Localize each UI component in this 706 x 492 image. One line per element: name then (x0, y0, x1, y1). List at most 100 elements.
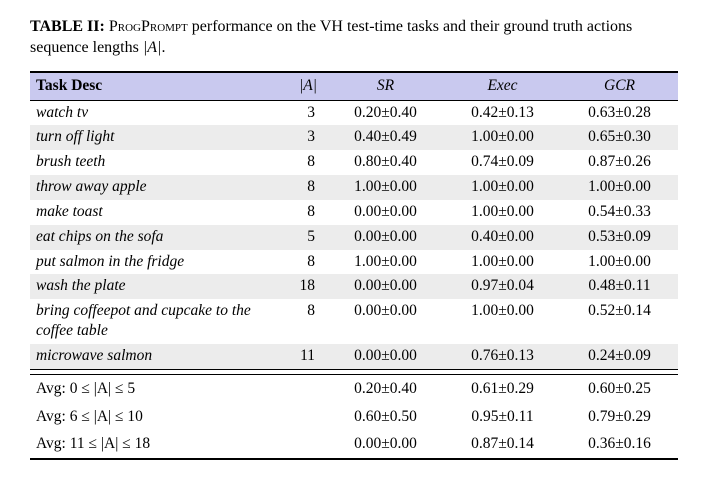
caption-math-symbol: |A| (142, 39, 162, 57)
exec-cell: 0.42±0.13 (471, 103, 534, 121)
average-row: Avg: 11 ≤ |A| ≤ 18 0.00±0.00 0.87±0.14 0.36… (30, 430, 678, 459)
table-row: watch tv 3 0.20±0.40 0.42±0.13 0.63±0.28 (30, 100, 678, 125)
table-row: bring coffeepot and cupcake to the coffe… (30, 299, 678, 344)
paper-page: TABLE II: ProgPrompt performance on the … (30, 16, 678, 460)
average-rows: Avg: 0 ≤ |A| ≤ 5 0.20±0.40 0.61±0.29 0.60±0… (30, 374, 678, 460)
exec-cell: 0.74±0.09 (471, 153, 534, 171)
avg-label: Avg: (36, 435, 70, 453)
sr-cell: 0.20±0.40 (354, 103, 417, 121)
exec-cell: 1.00±0.00 (471, 302, 534, 320)
caption-method: ProgPrompt (108, 18, 188, 35)
gcr-cell: 0.48±0.11 (588, 277, 651, 295)
length-cell: 11 (300, 346, 315, 364)
gcr-cell: 0.79±0.29 (588, 407, 651, 425)
table-row: turn off light 3 0.40±0.49 1.00±0.00 0.65±0.… (30, 125, 678, 151)
table-row: wash the plate 18 0.00±0.00 0.97±0.04 0.48±0… (30, 274, 678, 300)
length-cell: 8 (307, 153, 315, 171)
gcr-cell: 1.00±0.00 (588, 178, 651, 196)
average-row: Avg: 6 ≤ |A| ≤ 10 0.60±0.50 0.95±0.11 0.79±… (30, 403, 678, 431)
header-length: |A| (283, 71, 327, 101)
task-desc-cell: microwave salmon (36, 346, 153, 364)
table-row: eat chips on the sofa 5 0.00±0.00 0.40±0.00… (30, 224, 678, 250)
length-cell: 8 (307, 202, 315, 220)
task-desc-cell: throw away apple (36, 178, 147, 196)
avg-label-cell: Avg: 11 ≤ |A| ≤ 18 (30, 430, 327, 459)
length-cell: 8 (307, 178, 315, 196)
sr-cell: 0.20±0.40 (354, 379, 417, 397)
sr-cell: 0.80±0.40 (354, 153, 417, 171)
exec-cell: 1.00±0.00 (471, 178, 534, 196)
sr-cell: 0.00±0.00 (354, 277, 417, 295)
table-row: make toast 8 0.00±0.00 1.00±0.00 0.54±0.33 (30, 200, 678, 225)
length-cell: 3 (307, 128, 315, 146)
length-cell: 8 (307, 252, 315, 270)
avg-label-cell: Avg: 0 ≤ |A| ≤ 5 (30, 374, 327, 402)
header-row: Task Desc |A| SR Exec GCR (30, 71, 678, 101)
task-desc-cell: make toast (36, 202, 103, 220)
sr-cell: 0.00±0.00 (354, 302, 417, 320)
gcr-cell: 0.53±0.09 (588, 227, 651, 245)
results-table: Task Desc |A| SR Exec GCR watch tv 3 0.20±… (30, 71, 678, 460)
exec-cell: 0.87±0.14 (471, 435, 534, 453)
gcr-cell: 0.24±0.09 (588, 346, 651, 364)
header-sr: SR (327, 71, 444, 101)
exec-cell: 1.00±0.00 (471, 128, 534, 146)
exec-cell: 1.00±0.00 (471, 202, 534, 220)
exec-cell: 0.97±0.04 (471, 277, 534, 295)
task-desc-cell: watch tv (36, 103, 89, 121)
sr-cell: 0.00±0.00 (354, 346, 417, 364)
table-row: throw away apple 8 1.00±0.00 1.00±0.00 1.00±… (30, 175, 678, 200)
header-gcr: GCR (561, 71, 678, 101)
exec-cell: 0.61±0.29 (471, 379, 534, 397)
gcr-cell: 0.54±0.33 (588, 202, 651, 220)
sr-cell: 1.00±0.00 (354, 178, 417, 196)
avg-label-cell: Avg: 6 ≤ |A| ≤ 10 (30, 403, 327, 431)
sr-cell: 0.40±0.49 (354, 128, 417, 146)
gcr-cell: 0.60±0.25 (588, 379, 651, 397)
length-cell: 3 (307, 103, 315, 121)
task-desc-cell: bring coffeepot and cupcake to the coffe… (36, 302, 251, 340)
table-header: Task Desc |A| SR Exec GCR (30, 71, 678, 101)
task-rows: watch tv 3 0.20±0.40 0.42±0.13 0.63±0.28 turn… (30, 100, 678, 370)
task-desc-cell: brush teeth (36, 153, 106, 171)
gcr-cell: 0.52±0.14 (588, 302, 651, 320)
task-desc-cell: wash the plate (36, 277, 126, 295)
exec-cell: 0.76±0.13 (471, 346, 534, 364)
task-desc-cell: eat chips on the sofa (36, 227, 164, 245)
avg-range: 0 ≤ |A| ≤ 5 (69, 379, 136, 397)
task-desc-cell: put salmon in the fridge (36, 252, 185, 270)
length-cell: 8 (307, 302, 315, 320)
caption-period: . (161, 39, 166, 57)
table-caption: TABLE II: ProgPrompt performance on the … (30, 16, 678, 58)
exec-cell: 0.95±0.11 (471, 407, 534, 425)
gcr-cell: 0.36±0.16 (588, 435, 651, 453)
table-row: brush teeth 8 0.80±0.40 0.74±0.09 0.87±0.26 (30, 150, 678, 175)
avg-range: 11 ≤ |A| ≤ 18 (69, 435, 151, 453)
sr-cell: 0.00±0.00 (354, 202, 417, 220)
gcr-cell: 1.00±0.00 (588, 252, 651, 270)
header-exec: Exec (444, 71, 561, 101)
gcr-cell: 0.63±0.28 (588, 103, 651, 121)
sr-cell: 1.00±0.00 (354, 252, 417, 270)
length-cell: 18 (299, 277, 316, 295)
divider-row (30, 368, 678, 375)
sr-cell: 0.00±0.00 (354, 227, 417, 245)
gcr-cell: 0.65±0.30 (588, 128, 651, 146)
section-divider (30, 368, 678, 375)
avg-label: Avg: (36, 407, 70, 425)
table-row: microwave salmon 11 0.00±0.00 0.76±0.13 0.24… (30, 343, 678, 370)
average-row: Avg: 0 ≤ |A| ≤ 5 0.20±0.40 0.61±0.29 0.60±0… (30, 374, 678, 402)
caption-label: TABLE II: (30, 18, 105, 35)
exec-cell: 0.40±0.00 (471, 227, 534, 245)
avg-label: Avg: (36, 379, 70, 397)
length-cell: 5 (307, 227, 315, 245)
sr-cell: 0.60±0.50 (354, 407, 417, 425)
gcr-cell: 0.87±0.26 (588, 153, 651, 171)
table-row: put salmon in the fridge 8 1.00±0.00 1.00±0… (30, 250, 678, 275)
divider-rule (30, 368, 678, 375)
task-desc-cell: turn off light (36, 128, 115, 146)
caption-text: performance on the VH test-time tasks an… (30, 18, 633, 57)
sr-cell: 0.00±0.00 (354, 435, 417, 453)
header-task-desc: Task Desc (30, 71, 283, 101)
avg-range: 6 ≤ |A| ≤ 10 (69, 407, 143, 425)
